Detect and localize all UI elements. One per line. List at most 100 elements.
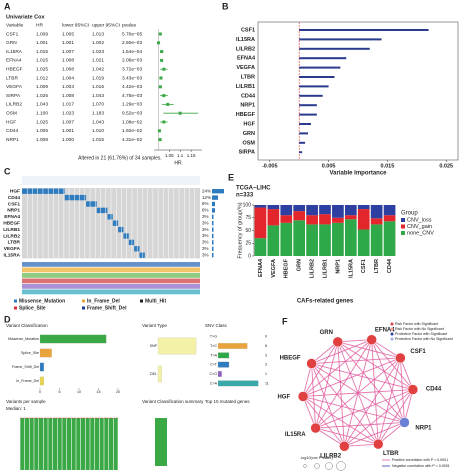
hr-point (160, 50, 164, 54)
table-cell: 1.025 (36, 93, 48, 99)
bar (299, 76, 335, 78)
bar-segment (254, 238, 267, 256)
table-cell: 2.50e−03 (122, 40, 142, 46)
table-cell: 1.015 (92, 84, 104, 90)
bar-segment (280, 215, 293, 223)
gene-label: HBEGF (3, 220, 20, 226)
annotation-strip (22, 289, 200, 295)
table-cell: HGF (6, 119, 16, 125)
table-cell: 1.007 (62, 119, 74, 125)
bar-segment (344, 215, 357, 220)
table-cell: 1.001 (62, 40, 74, 46)
y-tick-label: VEGFA (236, 65, 255, 71)
table-cell: 2.06e−03 (122, 58, 142, 64)
bar-segment (370, 224, 383, 256)
table-cell: CD44 (6, 128, 19, 134)
correlation-edge (311, 363, 405, 423)
table-cell: 1.043 (92, 119, 104, 125)
gene-node (306, 358, 317, 369)
bar (299, 151, 303, 154)
panel-label: B (222, 1, 229, 11)
bar (299, 104, 317, 107)
correlation-edge (399, 357, 414, 390)
table-cell: 1.007 (62, 49, 74, 55)
hr-point (160, 58, 164, 62)
hr-point (166, 102, 170, 106)
bar-segment (267, 209, 280, 226)
percent-label: 3% (202, 246, 209, 251)
bar (90, 418, 95, 470)
bar (217, 380, 259, 387)
mutation-cells (112, 220, 119, 226)
node-label: LTBR (383, 451, 399, 457)
column-header: HR (36, 22, 43, 28)
x-tick-label: IL15RA (348, 259, 354, 278)
bar (157, 337, 197, 355)
legend-label: Protective Factor with No Significant (395, 337, 453, 341)
table-cell: 1.070 (92, 102, 104, 108)
bar-segment (332, 217, 344, 223)
legend-swatch (82, 299, 85, 303)
table-cell: 1.008 (62, 66, 74, 72)
legend-swatch (140, 299, 143, 303)
percent-label: 3% (202, 220, 209, 225)
bar (299, 57, 347, 60)
table-cell: 1.001 (62, 128, 74, 134)
bar (108, 418, 114, 470)
bar (299, 141, 306, 144)
x-tick-label: 15 (97, 390, 101, 394)
x-tick-label: HBEGF (284, 258, 290, 278)
bar (217, 343, 248, 349)
bar (24, 418, 30, 470)
panel-label: C (4, 166, 11, 176)
correlation-edge (311, 363, 317, 429)
y-tick-label: IL15RA (236, 37, 255, 43)
hr-point (159, 76, 163, 80)
percent-bar (212, 246, 214, 251)
node-label: GRN (320, 330, 333, 336)
mutation-cells (22, 188, 65, 194)
bar-segment (293, 220, 306, 256)
mutation-cells (96, 207, 108, 214)
table-cell: 1.29e−03 (122, 102, 142, 108)
x-tick-label: 20 (116, 390, 120, 394)
size-legend-circle (336, 461, 346, 471)
bar-segment (383, 221, 396, 256)
table-cell: NRP1 (6, 137, 19, 143)
bar (80, 418, 86, 470)
bar-segment (332, 222, 344, 256)
bar-segment (357, 205, 370, 210)
legend-label: In_Frame_Del (87, 298, 120, 304)
table-cell: 1.008 (62, 58, 74, 64)
hr-point (158, 85, 162, 89)
value-label: 3 (265, 353, 267, 357)
legend-swatch (14, 299, 17, 303)
bar-segment (254, 207, 267, 239)
correlation-edge (371, 339, 401, 359)
table-cell: 1.000 (62, 137, 74, 143)
x-tick-label: 1.1 (177, 153, 184, 158)
gene-label: IL15RA (3, 252, 20, 258)
table-cell: 1.183 (92, 110, 104, 116)
gene-label: LILRB2 (3, 233, 20, 239)
table-cell: HBEGF (6, 66, 23, 72)
table-cell: 1.042 (92, 66, 104, 72)
table-cell: 1.023 (92, 49, 104, 55)
table-cell: 1.008 (36, 137, 48, 143)
table-cell: 1.025 (36, 119, 48, 125)
legend-swatch (401, 231, 405, 235)
gene-node (407, 384, 419, 395)
legend-title: Group (401, 211, 418, 217)
hr-point (158, 32, 162, 36)
table-cell: 1.015 (36, 58, 48, 64)
table-cell: 1.001 (36, 40, 48, 46)
correlation-edge (315, 427, 345, 447)
table-cell: OSM (6, 110, 17, 116)
y-tick-label: HGF (243, 121, 255, 127)
bar-segment (267, 205, 280, 210)
bar (299, 29, 429, 31)
table-cell: 1.100 (36, 110, 48, 116)
value-label: 3 (265, 363, 267, 367)
mutation-cells (118, 226, 124, 233)
bar (62, 418, 67, 470)
